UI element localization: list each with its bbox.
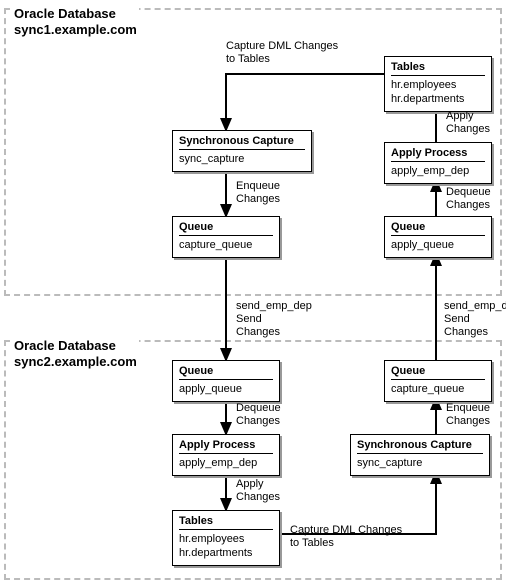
node-title: Queue [391, 221, 485, 236]
node-subtitle: sync_capture [357, 457, 483, 471]
edge-label-e10: ApplyChanges [446, 110, 490, 136]
region-bottom-title-line2: sync2.example.com [14, 354, 137, 369]
node-subtitle: apply_queue [179, 383, 273, 397]
edge-label-e4: DequeueChanges [236, 402, 281, 428]
node-subtitle: apply_emp_dep [391, 165, 485, 179]
node-title: Queue [179, 365, 273, 380]
node-subtitle: capture_queue [391, 383, 485, 397]
region-top-title: Oracle Database sync1.example.com [12, 6, 139, 39]
node-bot_sync_capture: Synchronous Capture sync_capture [350, 434, 490, 476]
node-title: Synchronous Capture [179, 135, 305, 150]
node-title: Queue [391, 365, 485, 380]
node-top_tables: Tables hr.employeeshr.departments [384, 56, 492, 112]
node-top_sync_capture: Synchronous Capture sync_capture [172, 130, 312, 172]
node-title: Synchronous Capture [357, 439, 483, 454]
edge-label-e1: Capture DML Changesto Tables [226, 40, 338, 66]
node-subtitle: hr.employeeshr.departments [179, 533, 273, 561]
region-bottom-title: Oracle Database sync2.example.com [12, 338, 139, 371]
node-top_queue_apply: Queue apply_queue [384, 216, 492, 258]
edge-label-e5: ApplyChanges [236, 478, 280, 504]
edge-label-e2: EnqueueChanges [236, 180, 280, 206]
edge-label-e6: Capture DML Changesto Tables [290, 524, 402, 550]
edge-label-e8: send_emp_depSendChanges [444, 300, 506, 340]
edge-label-e7: EnqueueChanges [446, 402, 490, 428]
node-title: Tables [391, 61, 485, 76]
node-top_apply_process: Apply Process apply_emp_dep [384, 142, 492, 184]
region-top-title-line1: Oracle Database [14, 6, 116, 21]
node-bot_apply_process: Apply Process apply_emp_dep [172, 434, 280, 476]
node-subtitle: apply_queue [391, 239, 485, 253]
node-top_queue_capture: Queue capture_queue [172, 216, 280, 258]
node-title: Queue [179, 221, 273, 236]
node-subtitle: sync_capture [179, 153, 305, 167]
node-bot_tables: Tables hr.employeeshr.departments [172, 510, 280, 566]
node-title: Apply Process [179, 439, 273, 454]
node-title: Tables [179, 515, 273, 530]
node-title: Apply Process [391, 147, 485, 162]
edge-label-e9: DequeueChanges [446, 186, 491, 212]
edge-label-e3: send_emp_depSendChanges [236, 300, 312, 340]
node-subtitle: capture_queue [179, 239, 273, 253]
region-bottom-title-line1: Oracle Database [14, 338, 116, 353]
node-bot_queue_capture: Queue capture_queue [384, 360, 492, 402]
region-top-title-line2: sync1.example.com [14, 22, 137, 37]
node-subtitle: hr.employeeshr.departments [391, 79, 485, 107]
node-bot_queue_apply: Queue apply_queue [172, 360, 280, 402]
node-subtitle: apply_emp_dep [179, 457, 273, 471]
